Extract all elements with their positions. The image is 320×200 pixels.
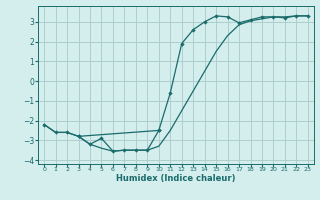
X-axis label: Humidex (Indice chaleur): Humidex (Indice chaleur) <box>116 174 236 183</box>
